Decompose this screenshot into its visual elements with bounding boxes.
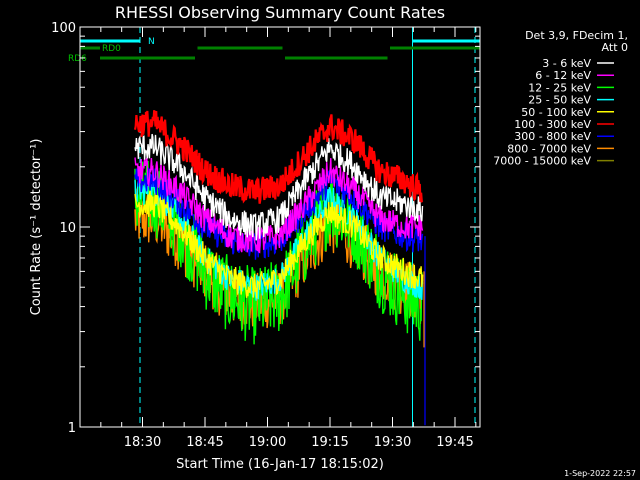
timestamp: 1-Sep-2022 22:57 bbox=[564, 469, 636, 478]
legend-label: 800 - 7000 keV bbox=[507, 142, 591, 155]
legend-header-1: Det 3,9, FDecim 1, bbox=[525, 29, 628, 42]
legend-label: 50 - 100 keV bbox=[521, 106, 591, 119]
x-tick-label: 18:45 bbox=[186, 435, 223, 450]
chart-title: RHESSI Observing Summary Count Rates bbox=[115, 3, 445, 22]
flag-label-n: N bbox=[148, 37, 155, 47]
flags-layer: N RD0 RD6 bbox=[68, 37, 480, 64]
y-axis-label: Count Rate (s⁻¹ detector⁻¹) bbox=[29, 139, 44, 316]
x-tick-label: 19:30 bbox=[374, 435, 411, 450]
legend-label: 6 - 12 keV bbox=[535, 69, 591, 82]
x-tick-label: 18:30 bbox=[124, 435, 161, 450]
flag-label-rd6: RD6 bbox=[68, 54, 87, 64]
series-line-5 bbox=[133, 110, 424, 204]
y-tick-label: 10 bbox=[59, 221, 76, 236]
series-line-3 bbox=[134, 178, 424, 301]
series-line-0 bbox=[134, 133, 424, 241]
x-axis-label: Start Time (16-Jan-17 18:15:02) bbox=[176, 457, 384, 472]
legend-label: 100 - 300 keV bbox=[514, 118, 591, 131]
legend-label: 12 - 25 keV bbox=[528, 81, 591, 94]
y-tick-label: 100 bbox=[51, 21, 76, 36]
series-line-4 bbox=[134, 190, 424, 299]
series-line-1 bbox=[134, 157, 424, 254]
legend-label: 300 - 800 keV bbox=[514, 130, 591, 143]
x-tick-label: 19:15 bbox=[311, 435, 348, 450]
legend-header-2: Att 0 bbox=[602, 41, 628, 54]
flag-label-rd0: RD0 bbox=[102, 44, 121, 54]
y-tick-label: 1 bbox=[68, 421, 76, 436]
axes-layer: 1 10 100 18:30 18:45 19:00 19:15 19:30 19:45 bbox=[51, 21, 480, 450]
legend-label: 3 - 6 keV bbox=[542, 57, 591, 70]
x-tick-label: 19:00 bbox=[249, 435, 286, 450]
series-layer bbox=[133, 110, 426, 426]
x-tick-label: 19:45 bbox=[436, 435, 473, 450]
legend-label: 7000 - 15000 keV bbox=[493, 155, 591, 168]
legend-label: 25 - 50 keV bbox=[528, 94, 591, 107]
